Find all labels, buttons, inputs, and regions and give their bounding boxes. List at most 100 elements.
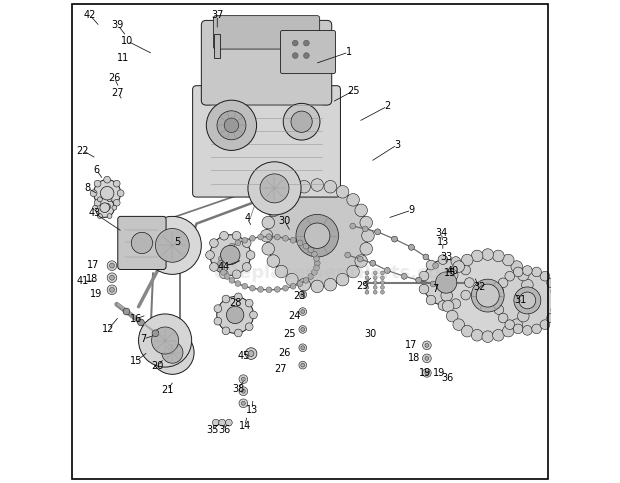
Circle shape: [97, 213, 102, 218]
Circle shape: [336, 185, 349, 198]
Circle shape: [291, 111, 312, 132]
Circle shape: [221, 251, 226, 257]
Circle shape: [532, 324, 541, 334]
Circle shape: [275, 194, 288, 206]
Circle shape: [513, 267, 523, 277]
Circle shape: [226, 306, 244, 324]
Circle shape: [441, 290, 453, 301]
Text: 6: 6: [94, 165, 100, 175]
Circle shape: [117, 190, 124, 197]
Circle shape: [221, 270, 226, 275]
Text: 37: 37: [211, 11, 223, 20]
Circle shape: [373, 285, 377, 289]
Circle shape: [246, 323, 253, 330]
Circle shape: [314, 265, 319, 271]
Circle shape: [258, 286, 264, 292]
Circle shape: [453, 319, 464, 330]
Circle shape: [303, 40, 309, 46]
Circle shape: [521, 300, 533, 312]
Circle shape: [303, 53, 309, 58]
Circle shape: [311, 270, 317, 275]
Circle shape: [260, 174, 289, 203]
Circle shape: [453, 261, 464, 272]
Circle shape: [461, 290, 471, 300]
FancyBboxPatch shape: [118, 216, 166, 270]
Circle shape: [229, 243, 235, 249]
Text: 11: 11: [117, 53, 129, 63]
Circle shape: [110, 287, 114, 292]
Circle shape: [246, 299, 253, 307]
Circle shape: [430, 281, 436, 287]
Circle shape: [423, 254, 429, 260]
Text: 36: 36: [441, 373, 454, 383]
Text: 29: 29: [356, 281, 368, 291]
Circle shape: [301, 310, 304, 313]
Circle shape: [423, 254, 429, 260]
Circle shape: [361, 229, 374, 242]
Circle shape: [498, 313, 508, 323]
Circle shape: [505, 320, 515, 329]
Circle shape: [362, 226, 368, 232]
Text: 25: 25: [283, 329, 296, 339]
Circle shape: [532, 267, 541, 277]
Text: 27: 27: [274, 365, 286, 374]
Text: 35: 35: [206, 425, 219, 435]
Text: 40: 40: [446, 267, 459, 276]
Circle shape: [433, 263, 438, 269]
Circle shape: [258, 234, 264, 240]
Circle shape: [451, 256, 461, 266]
Text: 39: 39: [112, 20, 124, 30]
Circle shape: [248, 162, 301, 215]
Circle shape: [523, 266, 532, 275]
Text: 19: 19: [91, 289, 103, 298]
Text: 3: 3: [394, 140, 400, 150]
Circle shape: [298, 181, 311, 193]
Circle shape: [267, 185, 368, 286]
Circle shape: [100, 203, 110, 213]
Circle shape: [151, 327, 179, 354]
Circle shape: [292, 53, 298, 58]
Circle shape: [242, 239, 251, 247]
Circle shape: [511, 261, 523, 272]
Circle shape: [100, 186, 114, 200]
Circle shape: [426, 295, 436, 305]
Circle shape: [206, 100, 257, 150]
Circle shape: [381, 285, 384, 289]
Circle shape: [138, 319, 144, 326]
Circle shape: [301, 293, 304, 297]
Circle shape: [94, 180, 101, 187]
Circle shape: [374, 229, 381, 235]
FancyBboxPatch shape: [214, 34, 219, 58]
Circle shape: [365, 276, 369, 280]
Circle shape: [152, 330, 159, 337]
Text: 1: 1: [345, 47, 352, 57]
Circle shape: [210, 263, 218, 271]
Circle shape: [308, 247, 314, 253]
Circle shape: [425, 356, 429, 360]
Circle shape: [523, 290, 534, 301]
Circle shape: [151, 331, 194, 374]
Circle shape: [551, 286, 560, 296]
Circle shape: [521, 279, 533, 291]
Circle shape: [373, 276, 377, 280]
Text: 5: 5: [174, 237, 180, 246]
Circle shape: [502, 326, 514, 337]
Text: 42: 42: [84, 11, 97, 20]
Text: 19: 19: [419, 368, 431, 378]
Text: 12: 12: [102, 325, 114, 334]
Circle shape: [104, 176, 110, 183]
Circle shape: [442, 300, 454, 312]
Circle shape: [94, 180, 121, 207]
Circle shape: [355, 255, 368, 268]
Circle shape: [107, 197, 112, 202]
Circle shape: [492, 296, 502, 305]
Circle shape: [266, 234, 272, 240]
Circle shape: [290, 284, 296, 289]
Circle shape: [365, 285, 369, 289]
Circle shape: [314, 260, 320, 266]
Circle shape: [224, 118, 239, 132]
Text: 32: 32: [473, 283, 485, 292]
Circle shape: [518, 311, 529, 322]
Text: 9: 9: [409, 205, 415, 215]
Circle shape: [217, 111, 246, 140]
